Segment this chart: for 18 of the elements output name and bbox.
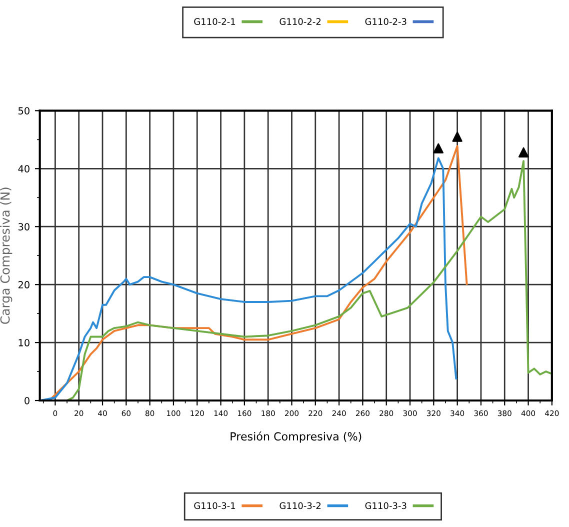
y-tick-label: 50: [18, 107, 30, 114]
point: [433, 143, 444, 154]
y-axis-title: Carga Compresiva (N): [0, 188, 12, 324]
y-tick-label: 20: [18, 281, 30, 288]
legend-label: G110-2-3: [365, 18, 406, 25]
legend-label: G110-3-3: [365, 502, 406, 510]
line-series: [66, 160, 552, 401]
x-axis-title: Presión Compresiva (%): [230, 432, 362, 443]
legend-label: G110-3-2: [280, 502, 321, 510]
legend-label: G110-3-1: [194, 502, 236, 510]
legend-label: G110-2-1: [194, 18, 236, 25]
y-tick-label: 10: [18, 339, 30, 346]
point: [518, 147, 529, 158]
y-tick-label: 0: [24, 397, 30, 404]
legend-label: G110-2-2: [280, 18, 321, 25]
y-tick-label: 40: [18, 165, 30, 172]
y-tick-label: 30: [18, 223, 30, 230]
point: [452, 132, 462, 142]
